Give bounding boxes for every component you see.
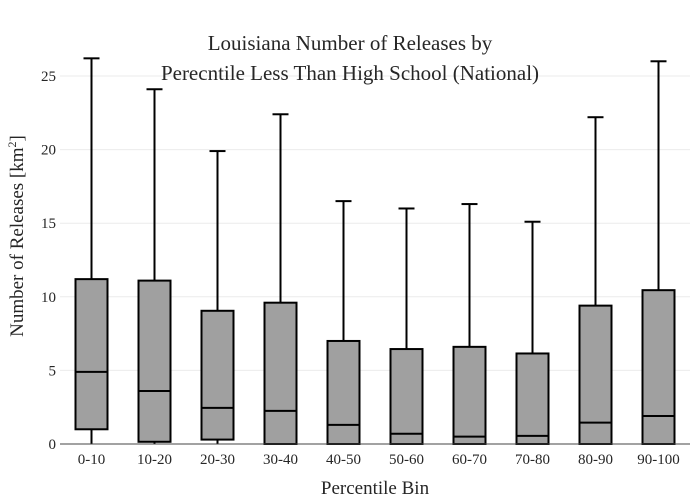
x-axis-label: Percentile Bin bbox=[321, 478, 430, 499]
iqr-box bbox=[137, 279, 172, 443]
iqr-box bbox=[641, 289, 676, 445]
iqr-box bbox=[452, 345, 487, 445]
box-50-60 bbox=[389, 207, 424, 445]
x-tick-label: 0-10 bbox=[78, 452, 106, 468]
x-tick-label: 50-60 bbox=[389, 452, 424, 468]
x-tick-label: 30-40 bbox=[263, 452, 298, 468]
iqr-box bbox=[326, 339, 361, 445]
y-tick-label: 5 bbox=[49, 363, 57, 379]
iqr-box bbox=[515, 352, 550, 445]
x-tick-label: 80-90 bbox=[578, 452, 613, 468]
y-axis-label-sup: 2 bbox=[5, 141, 19, 147]
x-tick-label: 70-80 bbox=[515, 452, 550, 468]
box-30-40 bbox=[263, 113, 298, 445]
box-60-70 bbox=[452, 203, 487, 445]
box-80-90 bbox=[578, 116, 613, 445]
y-tick-label: 15 bbox=[41, 216, 56, 232]
x-tick-label: 10-20 bbox=[137, 452, 172, 468]
iqr-box bbox=[74, 278, 109, 431]
x-tick-label: 40-50 bbox=[326, 452, 361, 468]
x-tick-label: 20-30 bbox=[200, 452, 235, 468]
x-tick-label: 60-70 bbox=[452, 452, 487, 468]
y-axis-label-main: Number of Releases [km bbox=[7, 147, 28, 337]
box-10-20 bbox=[137, 88, 172, 444]
iqr-box bbox=[200, 309, 235, 441]
y-axis-label: Number of Releases [km2] bbox=[5, 135, 28, 337]
iqr-box bbox=[263, 301, 298, 445]
y-tick-label: 0 bbox=[49, 437, 57, 453]
box-90-100 bbox=[641, 60, 676, 445]
y-ticks: 0 5 10 15 20 25 bbox=[41, 69, 56, 453]
x-tick-label: 90-100 bbox=[637, 452, 680, 468]
x-ticks: 0-10 10-20 20-30 30-40 40-50 50-60 60-70 70-80 8… bbox=[78, 452, 680, 468]
y-tick-label: 10 bbox=[41, 290, 56, 306]
boxes bbox=[74, 57, 676, 445]
y-tick-label: 20 bbox=[41, 143, 56, 159]
box-40-50 bbox=[326, 200, 361, 445]
iqr-box bbox=[578, 304, 613, 445]
chart-title-line-2: Perecntile Less Than High School (Nation… bbox=[161, 61, 539, 85]
chart-title-line-1: Louisiana Number of Releases by bbox=[208, 31, 493, 55]
box-20-30 bbox=[200, 150, 235, 444]
box-0-10 bbox=[74, 57, 109, 444]
iqr-box bbox=[389, 348, 424, 445]
y-tick-label: 25 bbox=[41, 69, 56, 85]
y-axis-label-end: ] bbox=[7, 135, 28, 141]
box-70-80 bbox=[515, 220, 550, 445]
